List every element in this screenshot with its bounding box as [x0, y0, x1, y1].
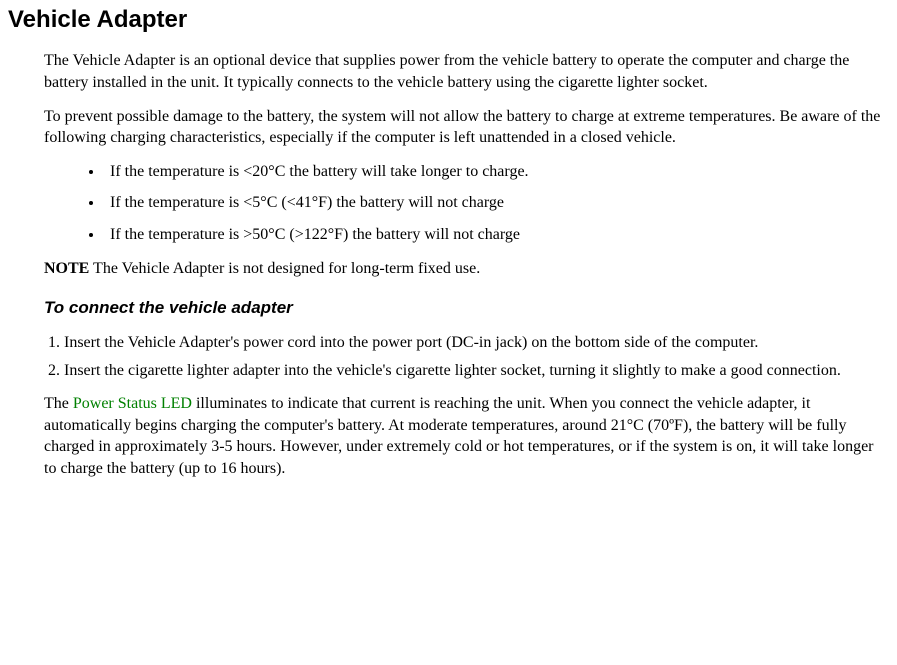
list-item: If the temperature is <5°C (<41°F) the b…	[104, 192, 889, 214]
closing-paragraph: The Power Status LED illuminates to indi…	[44, 393, 889, 479]
temperature-bullet-list: If the temperature is <20°C the battery …	[44, 161, 889, 246]
note-label: NOTE	[44, 260, 89, 277]
intro-paragraph: The Vehicle Adapter is an optional devic…	[44, 50, 889, 93]
power-status-led-link[interactable]: Power Status LED	[73, 395, 192, 412]
page-title: Vehicle Adapter	[8, 4, 889, 36]
list-item: Insert the cigarette lighter adapter int…	[64, 360, 889, 382]
list-item: If the temperature is <20°C the battery …	[104, 161, 889, 183]
warning-paragraph: To prevent possible damage to the batter…	[44, 106, 889, 149]
list-item: If the temperature is >50°C (>122°F) the…	[104, 224, 889, 246]
content-body: The Vehicle Adapter is an optional devic…	[44, 50, 889, 479]
subheading: To connect the vehicle adapter	[44, 297, 889, 320]
list-item: Insert the Vehicle Adapter's power cord …	[64, 332, 889, 354]
closing-text-pre: The	[44, 395, 73, 412]
steps-list: Insert the Vehicle Adapter's power cord …	[44, 332, 889, 381]
note-text: The Vehicle Adapter is not designed for …	[89, 260, 480, 277]
note-paragraph: NOTE The Vehicle Adapter is not designed…	[44, 258, 889, 280]
